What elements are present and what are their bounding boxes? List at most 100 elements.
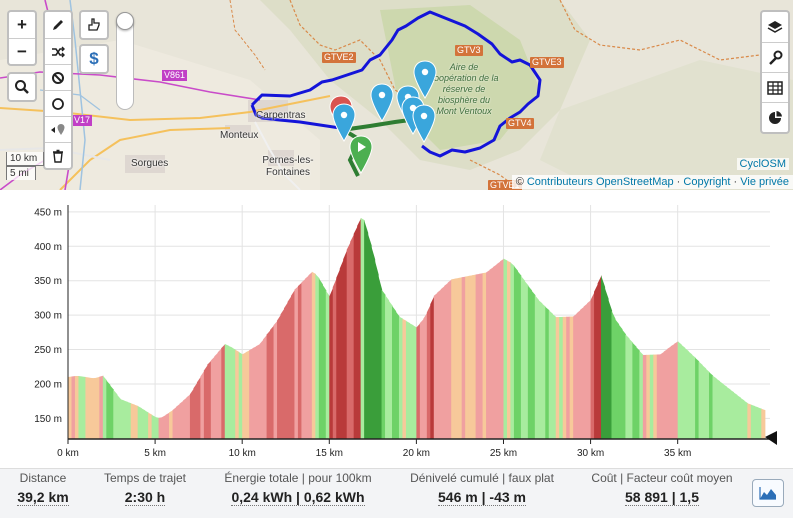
- elevation-segment: [437, 289, 442, 439]
- elevation-segment: [618, 324, 623, 439]
- elevation-segment: [583, 303, 588, 439]
- elevation-segment: [733, 392, 738, 439]
- elevation-segment: [151, 414, 156, 439]
- elevation-segment: [761, 408, 766, 439]
- elevation-segment: [688, 351, 693, 439]
- bike-route-label-v17: V17: [72, 115, 93, 126]
- waypoint-marker[interactable]: [413, 60, 437, 99]
- elevation-segment: [189, 388, 195, 439]
- stat-energy: Énergie totale | pour 100km 0,24 kWh | 0…: [218, 471, 378, 506]
- scale-metric: 10 km: [6, 152, 44, 166]
- elevation-segment: [277, 314, 282, 439]
- elevation-segment: [520, 275, 525, 439]
- scale-control: 10 km 5 mi: [6, 152, 44, 180]
- layer-name[interactable]: CyclOSM: [736, 158, 789, 170]
- elevation-segment: [705, 368, 710, 439]
- stat-value-text: 39,2 km: [17, 489, 69, 506]
- zoom-in-button[interactable]: +: [17, 15, 27, 34]
- elevation-segment: [294, 286, 299, 439]
- elevation-segment: [527, 285, 532, 439]
- elevation-segment: [210, 356, 215, 439]
- elevation-segment: [722, 383, 728, 439]
- search-control: [7, 72, 37, 102]
- elevation-segment: [245, 350, 250, 439]
- elevation-segment: [207, 360, 212, 439]
- wrench-icon: [769, 50, 783, 65]
- x-tick-label: 25 km: [490, 448, 517, 459]
- stat-value: 546 m | -43 m: [402, 489, 562, 506]
- elevation-area: [68, 217, 766, 439]
- elevation-segment: [566, 316, 571, 439]
- draw-route-button[interactable]: [45, 12, 71, 38]
- x-tick-label: 0 km: [57, 448, 79, 459]
- elevation-segment: [548, 310, 553, 439]
- elevation-segment: [510, 262, 515, 439]
- map[interactable]: Carpentras Monteux Pernes-les-Fontaines …: [0, 0, 793, 190]
- copyright-link[interactable]: Copyright: [683, 176, 731, 188]
- elevation-segment: [280, 308, 285, 439]
- waypoint-marker[interactable]: [332, 103, 356, 142]
- elevation-segment: [95, 376, 100, 439]
- start-marker[interactable]: [349, 135, 373, 174]
- move-waypoint-button[interactable]: [45, 116, 71, 142]
- cost-button[interactable]: $: [81, 46, 107, 72]
- waypoint-marker[interactable]: [412, 104, 436, 143]
- pie-chart-icon: [769, 110, 782, 124]
- arrow-marker-icon: [51, 123, 65, 135]
- elevation-segment: [461, 276, 466, 439]
- elevation-segment: [458, 277, 463, 439]
- elevation-segment: [632, 342, 637, 439]
- elevation-segment: [695, 357, 700, 439]
- elevation-segment: [203, 364, 208, 439]
- elevation-segment: [614, 319, 620, 439]
- analysis-button[interactable]: [762, 102, 788, 132]
- search-button[interactable]: [9, 74, 35, 100]
- copyright-symbol: ©: [515, 176, 524, 188]
- settings-button[interactable]: [762, 42, 788, 72]
- table-icon: [767, 80, 783, 95]
- layers-button[interactable]: [762, 12, 788, 42]
- stat-cost: Coût | Facteur coût moyen 58 891 | 1,5: [584, 471, 740, 506]
- elevation-segment: [608, 298, 613, 439]
- elevation-segment: [740, 397, 745, 439]
- privacy-link[interactable]: Vie privée: [740, 176, 789, 188]
- elevation-chart-toggle-button[interactable]: [752, 479, 784, 507]
- elevation-profile[interactable]: 450 m 400 m 350 m 300 m 250 m 200 m 150 m 0 km 5…: [0, 197, 793, 463]
- elevation-segment: [419, 318, 424, 439]
- elevation-segment: [716, 378, 721, 439]
- elevation-segment: [709, 372, 714, 439]
- elevation-segment: [409, 323, 414, 439]
- x-tick-label: 20 km: [403, 448, 430, 459]
- avoid-area-button[interactable]: [45, 64, 71, 90]
- elevation-segment: [719, 381, 724, 439]
- trash-icon: [53, 149, 63, 163]
- opacity-slider[interactable]: [116, 12, 134, 110]
- elevation-segment: [601, 275, 606, 439]
- elevation-segment: [426, 304, 431, 439]
- reverse-route-button[interactable]: [45, 38, 71, 64]
- elevation-segment: [134, 404, 139, 439]
- draw-toolbar: [43, 10, 73, 170]
- elevation-segment: [196, 376, 201, 439]
- elevation-segment: [176, 403, 181, 439]
- elevation-segment: [106, 380, 111, 439]
- pan-mode-button[interactable]: [81, 12, 107, 38]
- elevation-segment: [256, 344, 261, 439]
- waypoint-marker[interactable]: [370, 83, 394, 122]
- slider-handle[interactable]: [116, 12, 134, 30]
- stats-bar: Distance 39,2 km Temps de trajet 2:30 h …: [0, 468, 793, 518]
- elevation-segment: [120, 399, 125, 439]
- elevation-segment: [158, 417, 163, 439]
- elevation-segment: [750, 404, 755, 439]
- table-button[interactable]: [762, 72, 788, 102]
- add-circle-button[interactable]: [45, 90, 71, 116]
- delete-button[interactable]: [45, 142, 71, 168]
- elevation-segment: [224, 344, 229, 439]
- osm-link[interactable]: Contributeurs OpenStreetMap: [526, 176, 674, 188]
- elevation-segment: [388, 300, 393, 439]
- zoom-out-button[interactable]: −: [9, 38, 35, 64]
- place-carpentras: Carpentras: [256, 110, 306, 121]
- x-tick-label: 10 km: [229, 448, 256, 459]
- stat-label: Énergie totale | pour 100km: [224, 471, 372, 485]
- elevation-segment: [451, 278, 456, 439]
